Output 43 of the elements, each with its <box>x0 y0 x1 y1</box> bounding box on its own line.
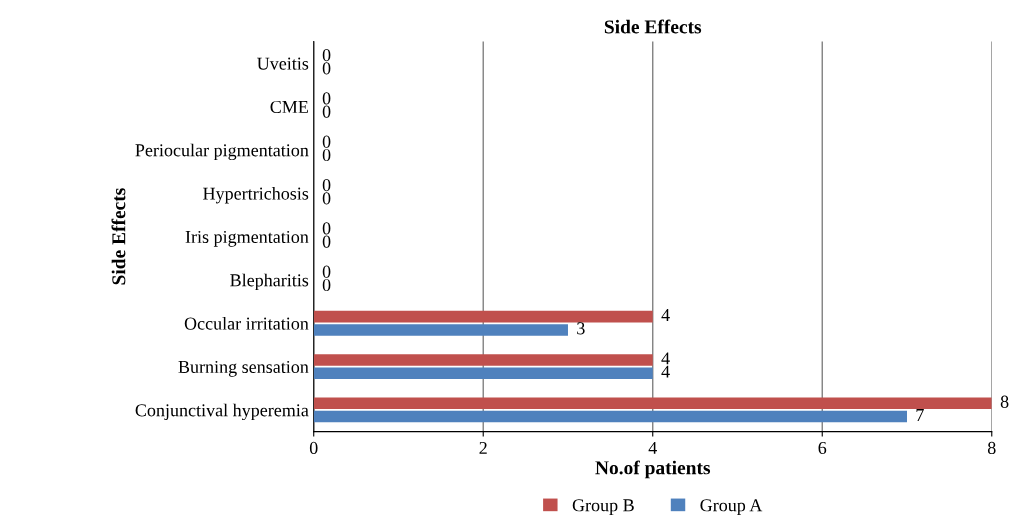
data-label: 0 <box>322 148 331 162</box>
y-tick-label: Conjunctival hyperemia <box>135 403 309 421</box>
x-tick-label: 8 <box>987 441 996 455</box>
y-tick-label: Hypertrichosis <box>203 187 309 204</box>
data-label: 0 <box>322 265 331 278</box>
y-axis-title: Side Effects <box>111 188 126 285</box>
y-tick-label: CME <box>270 100 308 114</box>
data-label: 8 <box>1000 395 1009 408</box>
x-tick-label: 2 <box>479 441 487 454</box>
y-tick-label: Blepharitis <box>230 273 309 291</box>
data-label: 0 <box>322 178 331 192</box>
x-tick-label: 0 <box>309 441 318 455</box>
data-label: 4 <box>661 365 670 378</box>
data-label: 0 <box>322 192 331 205</box>
bar <box>313 367 653 380</box>
x-tick-label: 4 <box>648 441 657 454</box>
data-label: 4 <box>661 309 670 321</box>
bar <box>313 324 568 336</box>
data-label: 7 <box>916 409 924 421</box>
data-label: 0 <box>322 62 331 75</box>
data-label: 0 <box>322 48 331 62</box>
legend-label: Group B <box>572 499 634 516</box>
data-label: 4 <box>661 352 670 365</box>
data-label: 0 <box>322 105 331 118</box>
data-label: 0 <box>322 278 331 292</box>
data-label: 0 <box>322 235 331 248</box>
bar <box>313 354 653 366</box>
data-label: 0 <box>322 222 331 235</box>
y-tick-label: Occular irritation <box>184 317 309 330</box>
bar <box>313 397 992 410</box>
x-axis-title: No.of patients <box>595 460 711 479</box>
data-label: 0 <box>322 135 331 148</box>
x-tick-label: 6 <box>818 441 827 455</box>
y-tick-label: Iris pigmentation <box>185 230 309 247</box>
data-label: 3 <box>577 322 585 335</box>
chart-title: Side Effects <box>604 19 702 34</box>
y-tick-label: Periocular pigmentation <box>135 143 309 161</box>
legend-label: Group A <box>700 499 763 516</box>
y-tick-label: Uveitis <box>257 57 309 70</box>
bar <box>313 410 907 423</box>
y-tick-label: Burning sensation <box>178 360 309 377</box>
bar <box>313 310 653 323</box>
data-label: 0 <box>322 92 331 105</box>
